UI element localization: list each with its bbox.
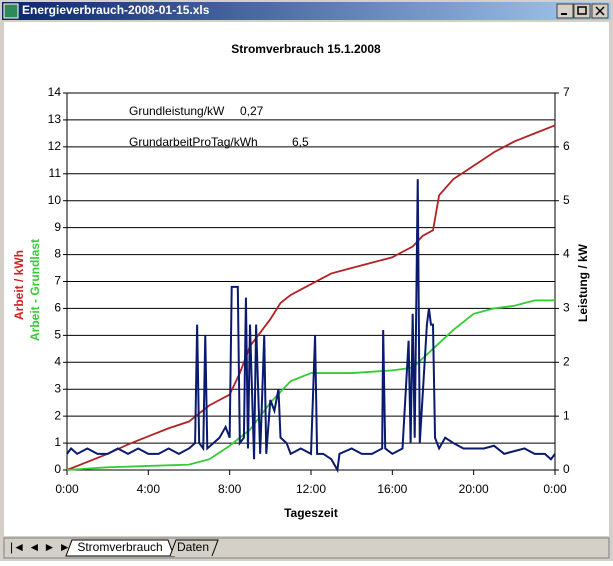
y-tick-label: 2 [54, 408, 61, 422]
y-tick-label: 12 [48, 139, 62, 153]
y-tick-label: 13 [48, 112, 62, 126]
y-tick-label: 3 [54, 381, 61, 395]
x-tick-label: 8:00 [218, 482, 242, 496]
y-tick-label: 4 [54, 354, 61, 368]
y-tick-label: 0 [54, 462, 61, 476]
tab-label[interactable]: Stromverbrauch [77, 540, 162, 554]
y2-tick-label: 4 [563, 247, 570, 261]
x-tick-label: 0:00 [543, 482, 567, 496]
y-axis-label: Arbeit / kWh [12, 250, 26, 320]
tab-label[interactable]: Daten [177, 540, 209, 554]
annotation: 6,5 [292, 135, 309, 149]
tab[interactable] [169, 539, 219, 557]
y-tick-label: 11 [49, 166, 62, 180]
y-tick-label: 5 [54, 328, 61, 342]
y2-tick-label: 3 [563, 301, 570, 315]
y-tick-label: 1 [54, 435, 61, 449]
annotation: 0,27 [240, 104, 264, 118]
y2-tick-label: 1 [563, 408, 570, 422]
series-line [66, 299, 555, 471]
y2-tick-label: 6 [563, 139, 570, 153]
active-tab[interactable] [65, 539, 175, 557]
y2-axis-label: Leistung / kW [576, 243, 590, 322]
chart-title: Stromverbrauch 15.1.2008 [231, 42, 381, 56]
x-tick-label: 16:00 [377, 482, 407, 496]
x-tick-label: 0:00 [55, 482, 79, 496]
y2-tick-label: 2 [563, 354, 570, 368]
y-tick-label: 6 [54, 301, 61, 315]
window-buttons[interactable] [556, 3, 609, 19]
y2-tick-label: 5 [563, 193, 570, 207]
annotation: Grundleistung/kW [129, 104, 225, 118]
y-tick-label: 7 [54, 274, 61, 288]
title-bar [2, 2, 611, 20]
x-tick-label: 20:00 [459, 482, 489, 496]
x-tick-label: 12:00 [296, 482, 326, 496]
y-tick-label: 10 [48, 193, 62, 207]
x-axis-label: Tageszeit [284, 506, 338, 520]
x-tick-label: 4:00 [137, 482, 161, 496]
restore-button[interactable] [573, 3, 591, 19]
series-line [66, 179, 556, 474]
y-tick-label: 8 [54, 247, 61, 261]
minimize-button[interactable] [556, 3, 574, 19]
tab-scroll-buttons[interactable]: |◄ ◄ ► ►| [10, 540, 74, 554]
y2-tick-label: 0 [563, 462, 570, 476]
y-axis-label: Arbeit - Grundlast [28, 239, 42, 341]
window-title: Energieverbrauch-2008-01-15.xls [22, 3, 210, 17]
series-line [66, 124, 556, 471]
y-tick-label: 9 [54, 220, 61, 234]
annotation: GrundarbeitProTag/kWh [129, 135, 258, 149]
y2-tick-label: 7 [563, 85, 570, 99]
y-tick-label: 14 [48, 85, 62, 99]
app-icon [3, 3, 19, 19]
